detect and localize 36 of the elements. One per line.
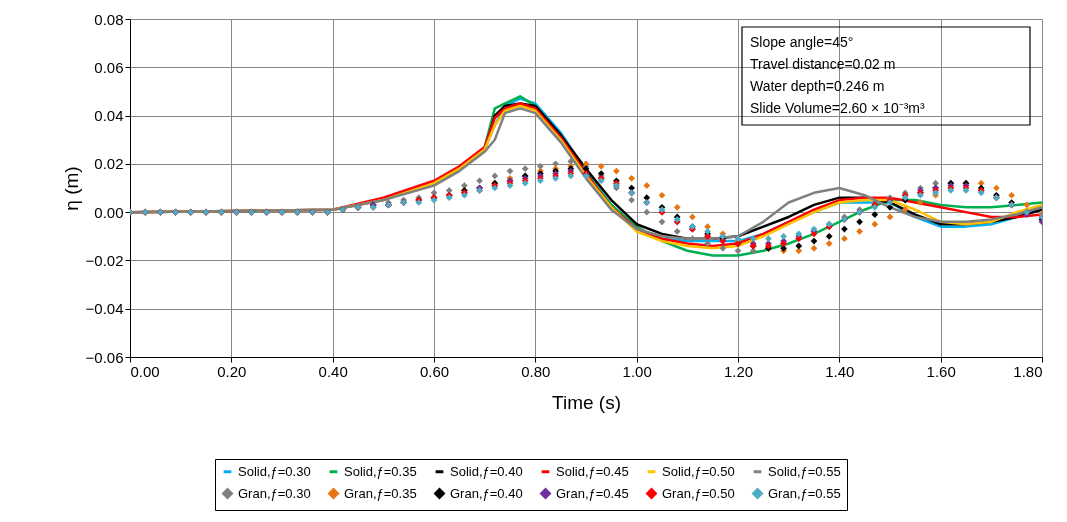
y-tick-label: −0.04: [85, 300, 124, 318]
x-tick-label: 0.20: [217, 362, 247, 380]
x-tick-label: 1.20: [723, 362, 754, 380]
x-tick-label: 1.00: [622, 362, 652, 380]
y-axis-title: η (m): [60, 166, 82, 211]
annotation: Travel distance=0.02 m: [750, 56, 896, 72]
y-tick-label: −0.02: [85, 251, 124, 269]
x-tick-label: 0.40: [318, 362, 348, 380]
annotation: Water depth=0.246 m: [750, 78, 885, 94]
legend-label: Gran,ƒ=0.55: [768, 485, 841, 501]
x-tick-label: 1.80: [1013, 362, 1043, 380]
legend-label: Gran,ƒ=0.50: [662, 485, 735, 501]
y-tick-label: 0.04: [94, 107, 124, 125]
x-tick-label: 1.40: [825, 362, 855, 380]
y-tick-label: 0.06: [94, 58, 124, 76]
x-tick-label: 0.60: [419, 362, 450, 380]
x-tick-label: 0.80: [521, 362, 551, 380]
x-axis-title: Time (s): [552, 391, 621, 413]
annotation: Slide Volume=2.60 × 10⁻³m³: [750, 100, 925, 116]
y-tick-label: 0.02: [94, 155, 124, 173]
legend-label: Solid,ƒ=0.30: [238, 463, 311, 479]
legend-label: Solid,ƒ=0.40: [450, 463, 523, 479]
legend-label: Gran,ƒ=0.35: [344, 485, 417, 501]
x-tick-label: 0.00: [130, 362, 160, 380]
annotation: Slope angle=45°: [750, 34, 854, 50]
legend-label: Solid,ƒ=0.50: [662, 463, 735, 479]
legend-label: Solid,ƒ=0.35: [344, 463, 417, 479]
legend-label: Gran,ƒ=0.40: [450, 485, 523, 501]
legend-label: Solid,ƒ=0.45: [556, 463, 629, 479]
x-tick-label: 1.60: [926, 362, 956, 380]
y-tick-label: −0.06: [85, 348, 124, 366]
legend-label: Gran,ƒ=0.30: [238, 485, 311, 501]
legend-label: Gran,ƒ=0.45: [556, 485, 629, 501]
legend-label: Solid,ƒ=0.55: [768, 463, 841, 479]
y-tick-label: 0.00: [94, 203, 124, 221]
y-tick-label: 0.08: [94, 10, 124, 28]
